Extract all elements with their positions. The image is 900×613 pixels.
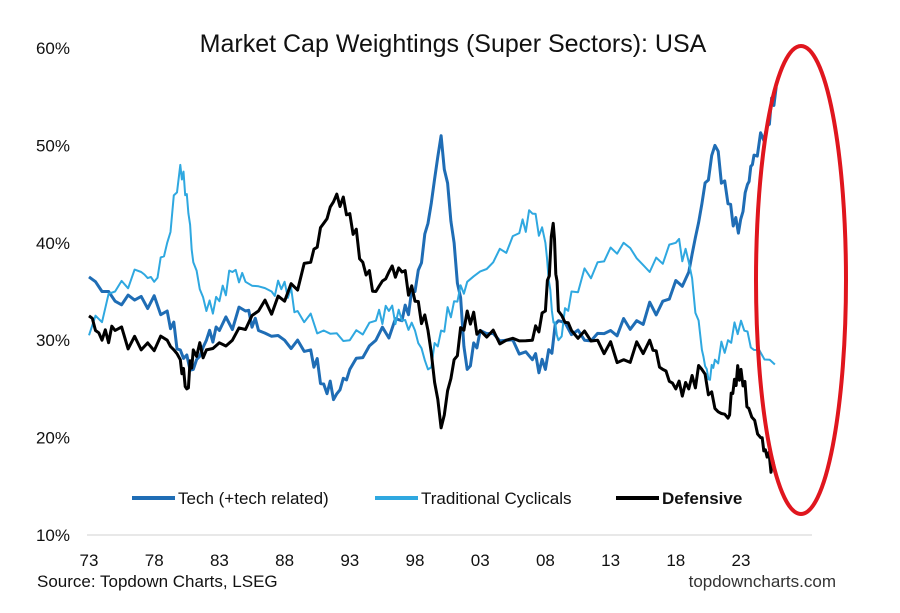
highlight-ellipse — [754, 44, 848, 516]
y-tick-label: 50% — [36, 136, 70, 155]
y-tick-label: 10% — [36, 526, 70, 545]
legend-label: Traditional Cyclicals — [421, 489, 572, 508]
legend-label: Defensive — [662, 489, 742, 508]
y-tick-label: 20% — [36, 429, 70, 448]
x-tick-label: 78 — [145, 551, 164, 570]
x-tick-label: 08 — [536, 551, 555, 570]
x-tick-label: 03 — [471, 551, 490, 570]
legend-label: Tech (+tech related) — [178, 489, 329, 508]
series-line-defensive — [88, 192, 777, 474]
x-tick-label: 23 — [732, 551, 751, 570]
x-tick-label: 93 — [340, 551, 359, 570]
y-tick-label: 60% — [36, 39, 70, 58]
x-tick-label: 83 — [210, 551, 229, 570]
x-tick-label: 98 — [406, 551, 425, 570]
y-tick-label: 30% — [36, 331, 70, 350]
series-line-tech-tech-related — [88, 86, 778, 402]
chart-title: Market Cap Weightings (Super Sectors): U… — [200, 30, 707, 58]
x-tick-label: 18 — [666, 551, 685, 570]
x-tick-label: 13 — [601, 551, 620, 570]
x-tick-label: 73 — [80, 551, 99, 570]
series-line-traditional-cyclicals — [88, 163, 776, 381]
watermark-text: topdowncharts.com — [689, 572, 836, 591]
x-tick-label: 88 — [275, 551, 294, 570]
y-tick-label: 40% — [36, 234, 70, 253]
source-text: Source: Topdown Charts, LSEG — [37, 572, 278, 591]
